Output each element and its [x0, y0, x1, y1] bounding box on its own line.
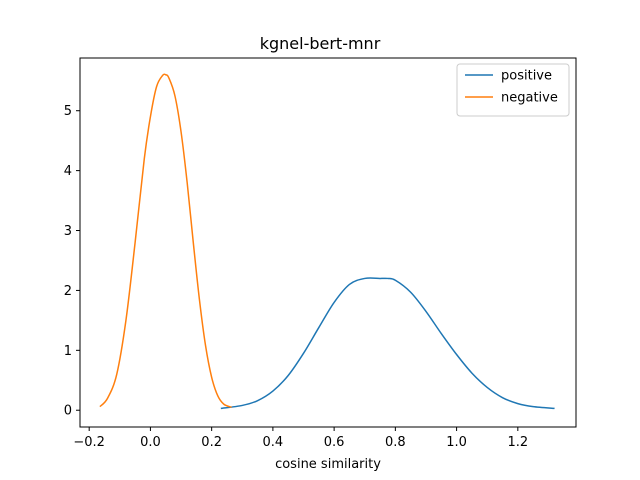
legend-label-negative: negative [501, 91, 558, 106]
x-tick-label: −0.2 [73, 435, 105, 450]
legend-label-positive: positive [501, 69, 552, 84]
x-tick-label: 0.4 [263, 435, 284, 450]
x-tick-label: 1.0 [446, 435, 467, 450]
axes-frame [79, 57, 577, 428]
series-line-positive [220, 277, 555, 410]
legend-box [456, 63, 570, 117]
y-tick-label: 0 [64, 404, 72, 419]
legend: positive negative [456, 63, 570, 117]
y-tick-label: 3 [64, 224, 72, 239]
x-tick-label: 0.0 [140, 435, 161, 450]
x-axis: −0.2 0.0 0.2 0.4 0.6 0.8 1.0 1.2 [73, 427, 528, 450]
x-tick-label: 0.2 [201, 435, 222, 450]
y-tick-label: 1 [64, 344, 72, 359]
x-tick-label: 0.8 [385, 435, 406, 450]
plot-area [99, 73, 555, 410]
x-tick-label: 0.6 [324, 435, 345, 450]
x-axis-label: cosine similarity [275, 457, 381, 472]
x-tick-label: 1.2 [507, 435, 528, 450]
y-tick-label: 2 [64, 284, 72, 299]
series-line-negative [99, 73, 232, 408]
y-axis: 0 1 2 3 4 5 [64, 104, 80, 419]
y-tick-label: 5 [64, 104, 72, 119]
y-tick-label: 4 [64, 164, 72, 179]
chart-title: kgnel-bert-mnr [260, 34, 381, 53]
